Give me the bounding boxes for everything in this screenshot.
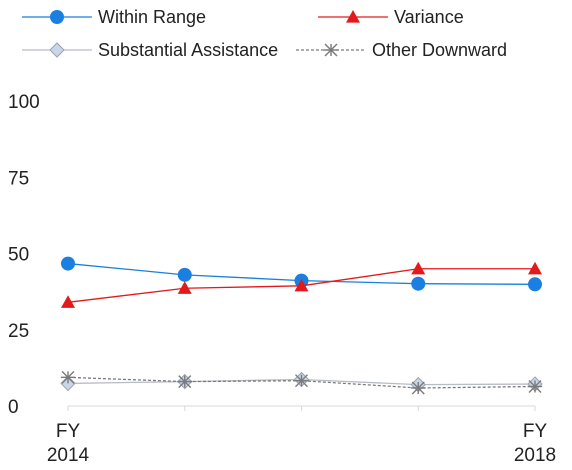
data-point-variance-1 [177, 281, 192, 294]
legend-marker-other-downward [323, 43, 339, 57]
data-point-other-downward-2 [294, 374, 309, 388]
y-tick-label-0: 0 [8, 397, 19, 418]
data-point-other-downward-0 [60, 370, 76, 384]
y-tick-label-25: 25 [8, 321, 29, 342]
y-tick-label-75: 75 [8, 168, 29, 189]
x-tick-label-0: FY 2014 [47, 421, 90, 466]
x-axis: FY 2014 FY 2018 [47, 405, 556, 466]
data-point-variance-2 [294, 278, 309, 292]
legend-item-within-range: Within Range [22, 7, 206, 27]
x-tick-label-1: FY 2018 [514, 421, 556, 466]
legend-label-within-range: Within Range [98, 7, 206, 27]
data-point-other-downward-3 [411, 381, 426, 395]
legend-marker-variance [346, 10, 360, 23]
y-tick-label-50: 50 [8, 245, 29, 266]
legend-marker-substantial-assistance [49, 42, 65, 58]
legend-item-substantial-assistance: Substantial Assistance [22, 40, 278, 60]
data-point-within-range-4 [528, 277, 542, 292]
series-other-downward [60, 370, 543, 395]
series-line-other-downward [67, 376, 536, 389]
data-point-variance-4 [528, 261, 542, 275]
data-point-within-range-3 [411, 276, 426, 291]
data-point-variance-3 [411, 261, 426, 275]
legend-item-variance: Variance [318, 7, 464, 27]
series-within-range [61, 256, 542, 292]
data-point-within-range-1 [177, 267, 192, 282]
legend-label-variance: Variance [394, 7, 464, 27]
legend-item-other-downward: Other Downward [296, 40, 507, 60]
data-point-variance-0 [61, 295, 75, 308]
y-axis: 0 25 50 75 100 [8, 92, 40, 418]
series-layer [60, 256, 543, 395]
data-point-other-downward-4 [527, 379, 543, 393]
legend-marker-within-range [50, 10, 64, 24]
legend-label-substantial-assistance: Substantial Assistance [98, 40, 278, 60]
data-point-other-downward-1 [177, 375, 192, 389]
legend: Within Range Variance Substantial Assistan… [22, 7, 507, 60]
data-point-within-range-0 [61, 256, 75, 271]
legend-label-other-downward: Other Downward [372, 40, 507, 60]
y-tick-label-100: 100 [8, 92, 40, 113]
series-variance [61, 261, 542, 308]
